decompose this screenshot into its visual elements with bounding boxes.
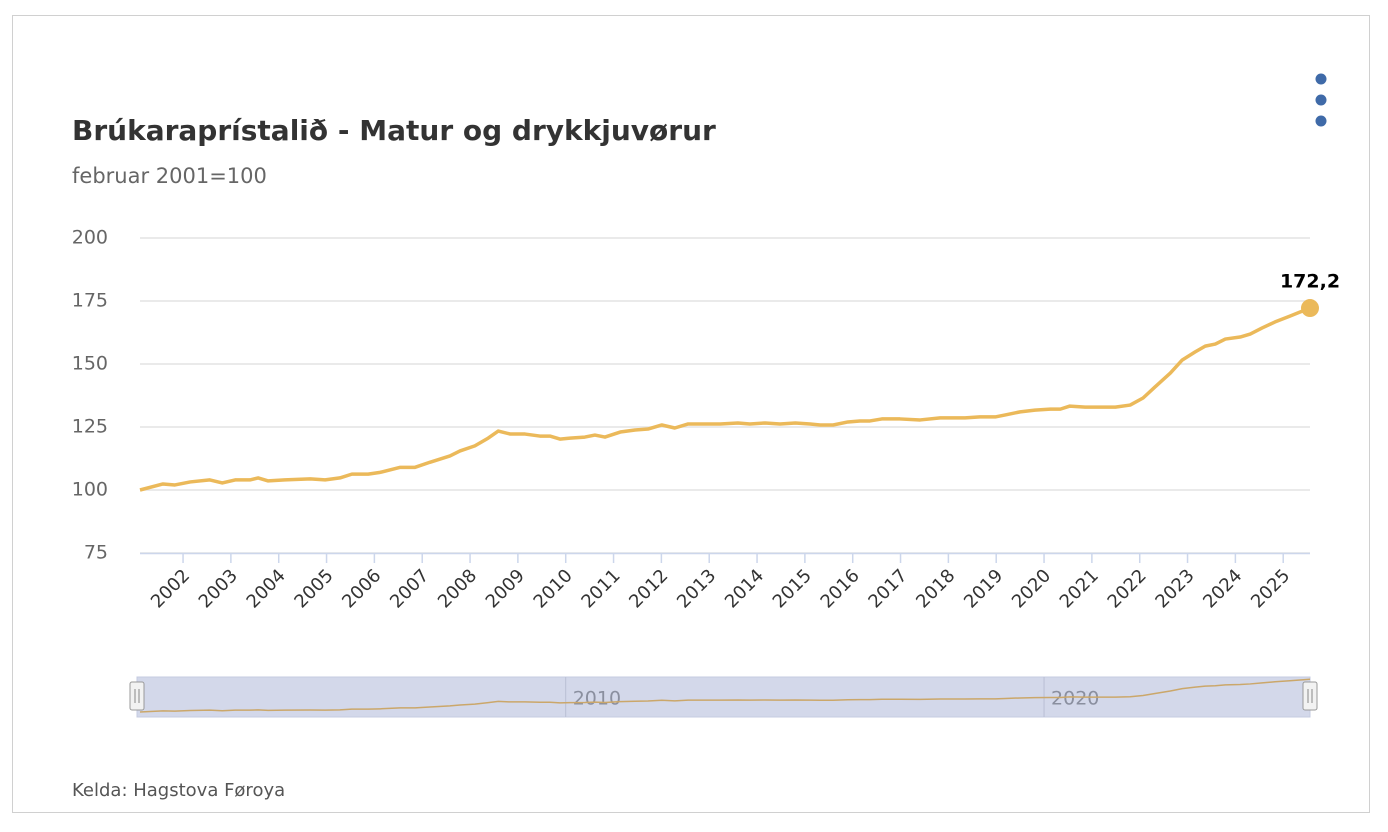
navigator-series [139, 678, 1311, 713]
menu-button[interactable] [1315, 73, 1327, 127]
y-tick-label: 100 [72, 479, 108, 501]
navigator-tick-label: 2010 [573, 688, 621, 710]
navigator-handle[interactable] [1302, 681, 1318, 711]
y-tick-label: 75 [84, 542, 108, 564]
source: Kelda: Hagstova Føroya [72, 780, 285, 801]
navigator-tick-label: 2020 [1051, 688, 1099, 710]
chart-subtitle: februar 2001=100 [72, 164, 267, 188]
navigator-handle[interactable] [129, 681, 145, 711]
data-label: 172,2 [1280, 271, 1340, 293]
menu-dot[interactable] [1315, 94, 1327, 106]
point-marker [1301, 299, 1319, 318]
menu-dot[interactable] [1315, 73, 1327, 85]
y-tick-label: 125 [72, 416, 108, 438]
menu-dot[interactable] [1315, 115, 1327, 127]
chart-title: Brúkaraprístalið - Matur og drykkjuvørur [72, 114, 716, 147]
line-series [139, 306, 1311, 492]
y-tick-label: 175 [72, 290, 108, 312]
y-tick-label: 200 [72, 227, 108, 249]
y-tick-label: 150 [72, 353, 108, 375]
